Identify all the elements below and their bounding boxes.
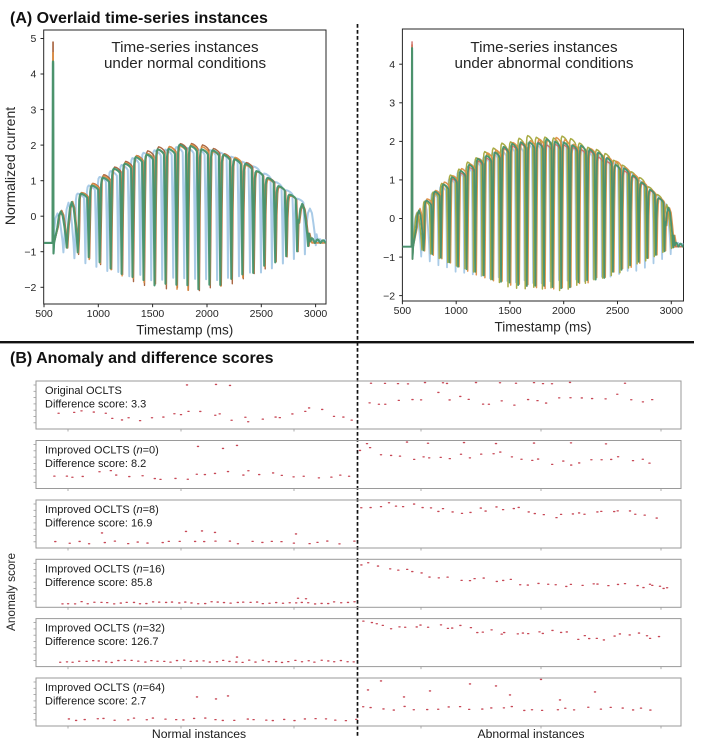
svg-text:Difference score: 3.3: Difference score: 3.3 xyxy=(45,399,146,411)
svg-text:Difference score: 16.9: Difference score: 16.9 xyxy=(45,518,152,530)
svg-text:1500: 1500 xyxy=(141,308,165,320)
svg-text:500: 500 xyxy=(35,308,53,320)
svg-text:5: 5 xyxy=(31,33,37,45)
svg-text:0: 0 xyxy=(31,211,37,223)
svg-text:1: 1 xyxy=(31,175,37,187)
svg-text:Time-series instances: Time-series instances xyxy=(111,39,259,56)
svg-text:1000: 1000 xyxy=(445,305,469,317)
svg-text:Improved OCLTS (n=8): Improved OCLTS (n=8) xyxy=(45,504,159,516)
svg-text:Timestamp (ms): Timestamp (ms) xyxy=(136,323,233,338)
svg-text:−2: −2 xyxy=(24,282,36,294)
svg-text:Normal instances: Normal instances xyxy=(152,727,246,741)
svg-text:Normalized current: Normalized current xyxy=(2,107,18,225)
svg-text:0: 0 xyxy=(389,213,395,225)
svg-text:1500: 1500 xyxy=(498,305,522,317)
svg-text:3: 3 xyxy=(389,98,395,110)
svg-text:1000: 1000 xyxy=(87,308,111,320)
svg-text:Difference score: 85.8: Difference score: 85.8 xyxy=(45,577,152,589)
svg-text:2000: 2000 xyxy=(195,308,219,320)
svg-text:2: 2 xyxy=(31,140,37,152)
svg-text:1: 1 xyxy=(389,175,395,187)
svg-text:Original OCLTS: Original OCLTS xyxy=(45,385,122,397)
svg-text:4: 4 xyxy=(31,69,37,81)
svg-text:2000: 2000 xyxy=(552,305,576,317)
svg-text:Difference score: 8.2: Difference score: 8.2 xyxy=(45,458,146,470)
svg-text:−2: −2 xyxy=(383,290,395,302)
svg-text:Improved OCLTS (n=32): Improved OCLTS (n=32) xyxy=(45,623,165,635)
svg-text:−1: −1 xyxy=(24,246,36,258)
svg-text:Improved OCLTS (n=0): Improved OCLTS (n=0) xyxy=(45,445,159,457)
svg-text:2500: 2500 xyxy=(606,305,630,317)
svg-text:Improved OCLTS (n=64): Improved OCLTS (n=64) xyxy=(45,682,165,694)
svg-text:−1: −1 xyxy=(383,252,395,264)
svg-text:(A) Overlaid time-series insta: (A) Overlaid time-series instances xyxy=(10,10,268,27)
svg-text:(B) Anomaly and difference sco: (B) Anomaly and difference scores xyxy=(10,350,274,367)
svg-text:2500: 2500 xyxy=(250,308,274,320)
svg-text:Improved OCLTS (n=16): Improved OCLTS (n=16) xyxy=(45,563,165,575)
svg-text:3000: 3000 xyxy=(660,305,684,317)
svg-text:Timestamp (ms): Timestamp (ms) xyxy=(495,320,592,335)
svg-text:Anomaly score: Anomaly score xyxy=(4,553,18,631)
svg-text:Abnormal instances: Abnormal instances xyxy=(477,727,584,741)
svg-text:Time-series instances: Time-series instances xyxy=(470,39,618,56)
svg-text:under abnormal conditions: under abnormal conditions xyxy=(455,55,634,72)
svg-text:4: 4 xyxy=(389,59,395,71)
svg-text:500: 500 xyxy=(394,305,412,317)
svg-text:under normal conditions: under normal conditions xyxy=(104,55,267,72)
svg-text:2: 2 xyxy=(389,136,395,148)
svg-text:Difference score: 126.7: Difference score: 126.7 xyxy=(45,636,159,648)
svg-text:3000: 3000 xyxy=(304,308,328,320)
svg-text:3: 3 xyxy=(31,104,37,116)
svg-text:Difference score: 2.7: Difference score: 2.7 xyxy=(45,696,146,708)
